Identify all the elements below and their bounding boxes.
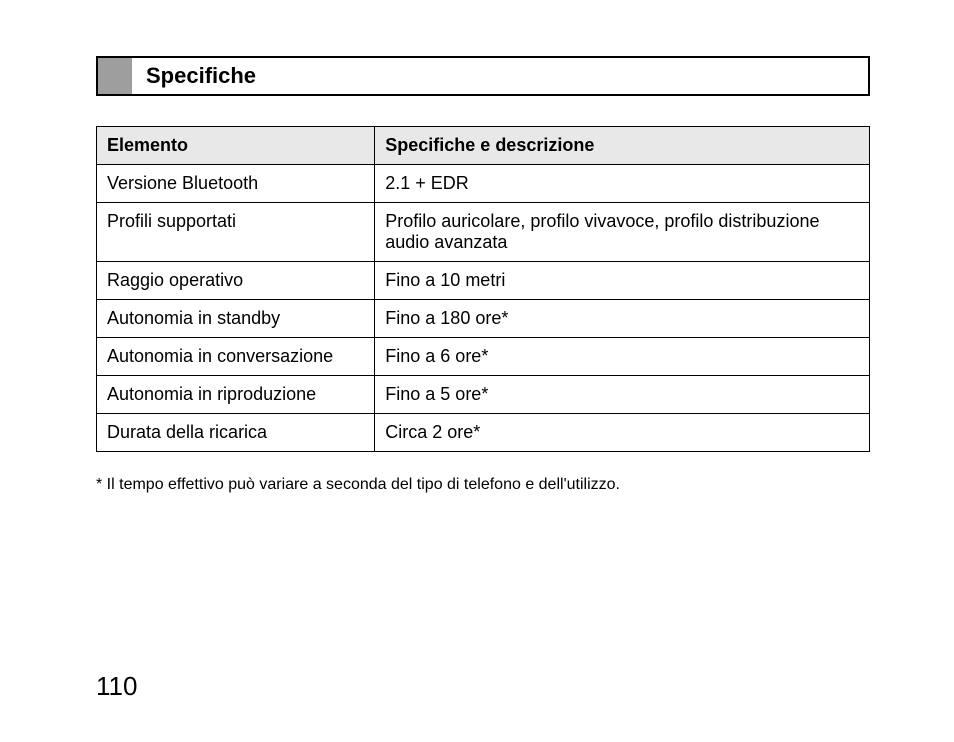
table-cell-spec: Fino a 10 metri (375, 262, 870, 300)
document-page: Specifiche Elemento Specifiche e descriz… (0, 0, 954, 494)
footnote: * Il tempo effettivo può variare a secon… (96, 476, 870, 494)
page-number: 110 (96, 671, 137, 702)
table-row: Autonomia in standby Fino a 180 ore* (97, 300, 870, 338)
section-heading: Specifiche (132, 58, 256, 94)
table-cell-elem: Autonomia in standby (97, 300, 375, 338)
table-cell-spec: Profilo auricolare, profilo vivavoce, pr… (375, 203, 870, 262)
table-cell-elem: Versione Bluetooth (97, 165, 375, 203)
spec-table: Elemento Specifiche e descrizione Versio… (96, 126, 870, 452)
table-row: Durata della ricarica Circa 2 ore* (97, 414, 870, 452)
table-cell-elem: Autonomia in riproduzione (97, 376, 375, 414)
section-heading-box: Specifiche (96, 56, 870, 96)
table-cell-elem: Raggio operativo (97, 262, 375, 300)
table-cell-spec: Fino a 180 ore* (375, 300, 870, 338)
table-header-elemento: Elemento (97, 127, 375, 165)
table-row: Profili supportati Profilo auricolare, p… (97, 203, 870, 262)
table-row: Raggio operativo Fino a 10 metri (97, 262, 870, 300)
table-cell-spec: Circa 2 ore* (375, 414, 870, 452)
table-cell-elem: Profili supportati (97, 203, 375, 262)
table-body: Versione Bluetooth 2.1 + EDR Profili sup… (97, 165, 870, 452)
table-row: Versione Bluetooth 2.1 + EDR (97, 165, 870, 203)
table-header-specifiche: Specifiche e descrizione (375, 127, 870, 165)
heading-square-icon (98, 58, 132, 94)
table-row: Autonomia in conversazione Fino a 6 ore* (97, 338, 870, 376)
table-row: Autonomia in riproduzione Fino a 5 ore* (97, 376, 870, 414)
table-cell-elem: Durata della ricarica (97, 414, 375, 452)
table-cell-spec: 2.1 + EDR (375, 165, 870, 203)
table-cell-elem: Autonomia in conversazione (97, 338, 375, 376)
table-cell-spec: Fino a 6 ore* (375, 338, 870, 376)
table-header-row: Elemento Specifiche e descrizione (97, 127, 870, 165)
table-cell-spec: Fino a 5 ore* (375, 376, 870, 414)
